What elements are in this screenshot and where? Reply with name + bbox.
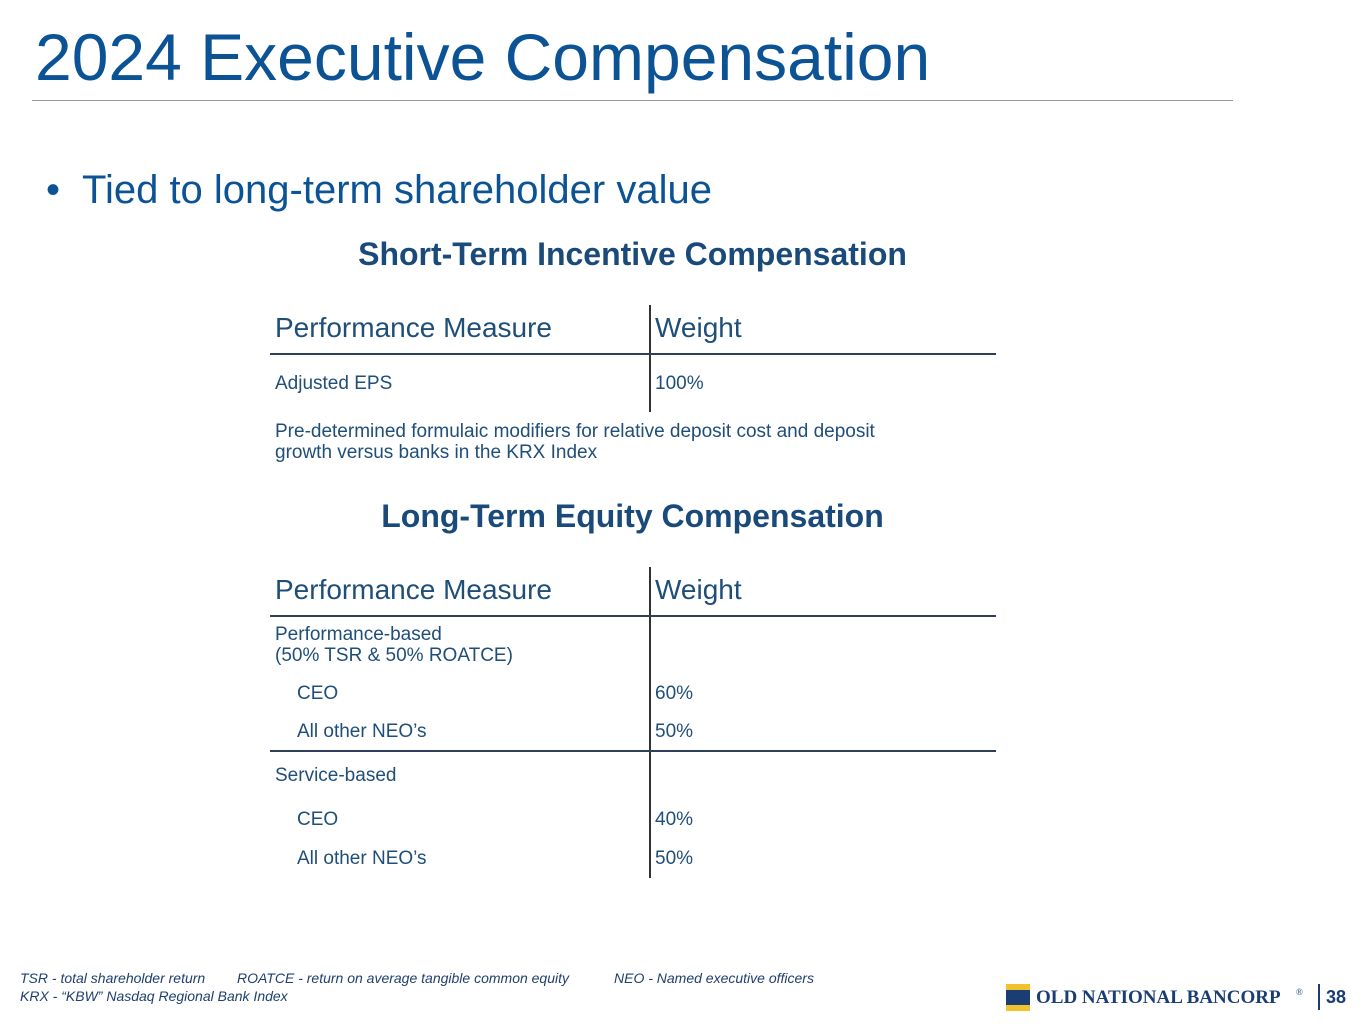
column-divider	[649, 305, 651, 412]
footnote: ROATCE - return on average tangible comm…	[237, 970, 570, 986]
bullet-dot: •	[46, 168, 61, 212]
cell: CEO	[297, 809, 339, 830]
footnote: KRX - “KBW” Nasdaq Regional Bank Index	[20, 988, 288, 1004]
group-label: (50% TSR & 50% ROATCE)	[275, 645, 513, 666]
column-divider	[649, 567, 651, 878]
group-label: Performance-based	[275, 624, 442, 645]
cell: All other NEO’s	[297, 721, 427, 742]
column-header: Performance Measure	[275, 312, 553, 343]
group-label: Service-based	[275, 765, 397, 786]
bullet-text: Tied to long-term shareholder value	[82, 168, 712, 212]
header-rule	[270, 615, 996, 617]
title-rule	[32, 100, 1233, 101]
cell: All other NEO’s	[297, 848, 427, 869]
note: growth versus banks in the KRX Index	[275, 442, 598, 463]
cell: CEO	[297, 683, 339, 704]
page-divider	[1318, 984, 1320, 1010]
note: Pre-determined formulaic modifiers for r…	[275, 421, 875, 442]
title: 2024 Executive Compensation	[35, 20, 931, 94]
cell: 50%	[655, 721, 694, 742]
header-rule	[270, 353, 996, 355]
section-heading: Long-Term Equity Compensation	[381, 498, 884, 534]
column-header: Performance Measure	[275, 574, 553, 605]
logo-registered: ®	[1296, 987, 1303, 997]
footnote: NEO - Named executive officers	[614, 970, 814, 986]
column-header: Weight	[655, 312, 742, 343]
cell: 100%	[655, 373, 704, 394]
cell: Adjusted EPS	[275, 373, 393, 394]
page-number: 38	[1326, 987, 1347, 1007]
column-header: Weight	[655, 574, 742, 605]
footnote: TSR - total shareholder return	[20, 970, 206, 986]
logo-mark	[1006, 990, 1030, 1005]
group-rule	[270, 750, 996, 752]
cell: 60%	[655, 683, 694, 704]
logo-text: OLD NATIONAL BANCORP	[1036, 987, 1281, 1008]
cell: 50%	[655, 848, 694, 869]
section-heading: Short-Term Incentive Compensation	[358, 236, 907, 272]
cell: 40%	[655, 809, 694, 830]
